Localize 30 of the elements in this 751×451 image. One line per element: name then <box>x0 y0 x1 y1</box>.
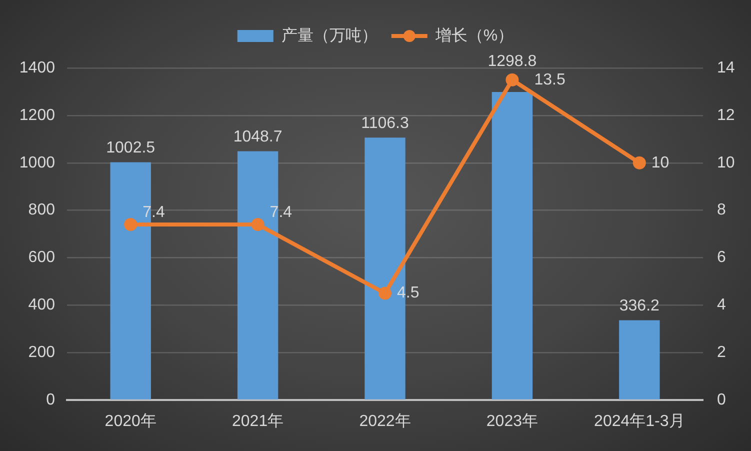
y2-tick-label: 12 <box>717 106 735 124</box>
x-tick-label: 2023年 <box>486 413 538 430</box>
y-tick-label: 0 <box>46 391 56 408</box>
y2-tick-label: 10 <box>717 154 735 172</box>
y2-tick-label: 0 <box>717 391 726 408</box>
y-tick-label: 200 <box>28 344 56 361</box>
y-tick-label: 1000 <box>19 154 56 172</box>
y-tick-label: 400 <box>28 296 56 314</box>
y2-tick-label: 14 <box>717 59 735 76</box>
legend-label: 增长（%） <box>434 26 514 44</box>
y-tick-label: 1400 <box>19 59 56 76</box>
x-tick-label: 2024年1-3月 <box>594 413 685 430</box>
y-tick-label: 600 <box>28 249 56 266</box>
legend-label: 产量（万吨） <box>281 26 378 44</box>
x-tick-label: 2021年 <box>232 413 284 430</box>
data-label: 10 <box>651 154 670 172</box>
y2-tick-label: 6 <box>717 249 726 266</box>
data-label: 1106.3 <box>361 115 409 132</box>
y2-tick-label: 2 <box>717 344 726 361</box>
data-label: 1002.5 <box>106 140 156 157</box>
data-label: 1048.7 <box>233 128 282 146</box>
data-label: 336.2 <box>619 298 660 315</box>
data-label: 1298.8 <box>488 52 537 70</box>
x-tick-label: 2020年 <box>104 413 156 430</box>
y2-tick-label: 4 <box>717 296 726 314</box>
y-tick-label: 1200 <box>19 106 56 124</box>
x-tick-label: 2022年 <box>359 413 411 430</box>
y2-tick-label: 8 <box>717 202 726 219</box>
y-tick-label: 800 <box>28 202 56 219</box>
data-label: 13.5 <box>534 71 566 88</box>
